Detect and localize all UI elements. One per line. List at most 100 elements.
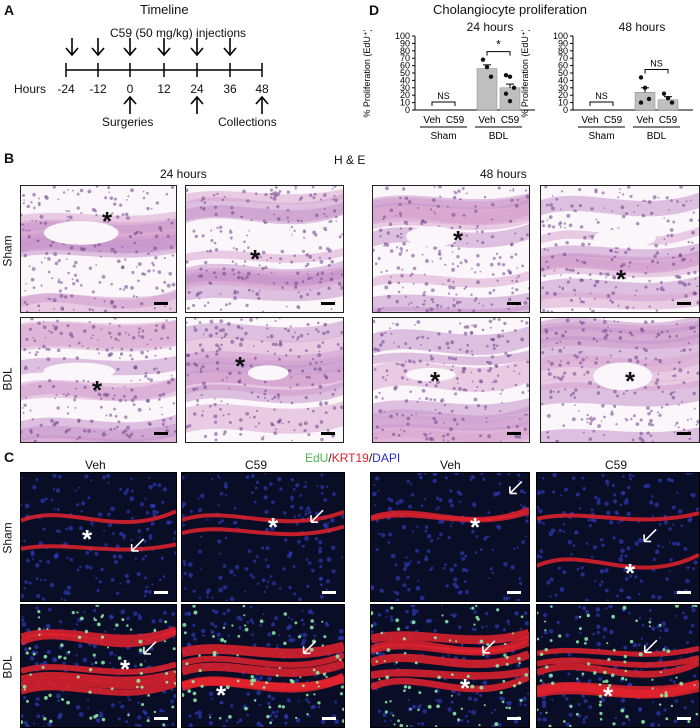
data-point: [665, 95, 671, 101]
dapi-nucleus: [664, 627, 669, 633]
edu-nucleus: [470, 684, 475, 689]
nucleus: [566, 280, 571, 284]
nucleus: [586, 413, 589, 417]
data-point: [638, 75, 644, 80]
dapi-nucleus: [640, 637, 643, 641]
nucleus: [656, 411, 660, 414]
nucleus: [392, 322, 394, 325]
lumen: [43, 362, 116, 380]
dapi-nucleus: [49, 582, 55, 588]
nucleus: [281, 286, 284, 290]
dapi-nucleus: [263, 473, 267, 475]
nucleus: [293, 429, 296, 432]
dapi-nucleus: [372, 622, 377, 627]
nucleus: [514, 204, 519, 208]
tissue-band: [21, 435, 176, 442]
nucleus: [300, 219, 303, 223]
dapi-nucleus: [136, 572, 141, 577]
nucleus: [647, 411, 651, 416]
nucleus: [29, 428, 33, 433]
dapi-nucleus: [245, 475, 250, 480]
lumen: [43, 220, 119, 245]
dapi-nucleus: [210, 697, 214, 700]
edu-nucleus: [635, 619, 638, 622]
nucleus: [74, 406, 77, 409]
nucleus: [548, 215, 553, 220]
dapi-nucleus: [459, 500, 462, 504]
nucleus: [559, 225, 562, 228]
nucleus: [442, 434, 445, 438]
nucleus: [306, 262, 310, 266]
dapi-nucleus: [261, 546, 265, 550]
dapi-nucleus: [554, 593, 558, 597]
dapi-nucleus: [99, 713, 104, 718]
dapi-nucleus: [320, 485, 325, 489]
nucleus: [169, 307, 172, 310]
dapi-nucleus: [162, 575, 166, 579]
he-sham-c59-24: [185, 185, 344, 313]
edu-nucleus: [302, 684, 305, 688]
dapi-nucleus: [577, 702, 581, 706]
nucleus: [254, 425, 257, 428]
nucleus: [575, 355, 579, 359]
dapi-nucleus: [217, 638, 220, 641]
dapi-nucleus: [277, 477, 282, 482]
dapi-nucleus: [518, 479, 521, 483]
dapi-nucleus: [320, 719, 326, 725]
dapi-nucleus: [416, 705, 422, 710]
lumen: [247, 365, 289, 381]
nucleus: [610, 210, 613, 212]
edu-nucleus: [60, 643, 64, 648]
nucleus: [617, 227, 620, 229]
nucleus: [613, 276, 616, 280]
nucleus: [159, 229, 163, 232]
edu-nucleus: [457, 718, 461, 722]
if-sham-veh-24: [20, 472, 177, 602]
dapi-nucleus: [330, 518, 335, 523]
significance-label: NS: [650, 58, 663, 68]
nucleus: [166, 283, 171, 288]
nucleus: [404, 196, 409, 200]
nucleus: [215, 343, 219, 348]
if-star: *: [470, 512, 481, 542]
dapi-nucleus: [112, 532, 115, 535]
if-star: *: [460, 673, 471, 703]
he-bdl-c59-48: [540, 317, 700, 443]
edu-nucleus: [147, 694, 150, 697]
dapi-nucleus: [658, 522, 662, 526]
nucleus: [263, 392, 267, 396]
nucleus: [549, 361, 554, 366]
dapi-nucleus: [162, 710, 165, 713]
nucleus: [395, 412, 399, 416]
edu-nucleus: [586, 662, 591, 666]
tissue-band: [541, 256, 699, 278]
dapi-nucleus: [197, 710, 203, 716]
dapi-nucleus: [541, 477, 545, 480]
dapi-nucleus: [390, 711, 393, 715]
dapi-nucleus: [525, 514, 529, 518]
nucleus: [415, 337, 419, 340]
nucleus: [130, 398, 135, 403]
edu-nucleus: [193, 698, 197, 703]
nucleus: [278, 342, 283, 347]
nucleus: [466, 343, 470, 347]
dapi-nucleus: [262, 613, 265, 616]
dapi-nucleus: [620, 698, 626, 703]
nucleus: [452, 195, 457, 200]
x-tick-label: C59: [446, 115, 465, 126]
nucleus: [266, 323, 269, 327]
edu-nucleus: [620, 676, 625, 681]
nucleus: [313, 192, 317, 196]
krt19-signal: [371, 510, 529, 523]
dapi-nucleus: [251, 621, 255, 625]
edu-nucleus: [269, 721, 273, 725]
nucleus: [669, 228, 674, 232]
dapi-nucleus: [654, 549, 660, 555]
dapi-nucleus: [42, 527, 46, 531]
nucleus: [480, 230, 484, 234]
nucleus: [220, 400, 223, 403]
dapi-nucleus: [21, 622, 27, 627]
dapi-nucleus: [420, 722, 425, 726]
nucleus: [603, 328, 608, 333]
nucleus: [263, 380, 267, 384]
